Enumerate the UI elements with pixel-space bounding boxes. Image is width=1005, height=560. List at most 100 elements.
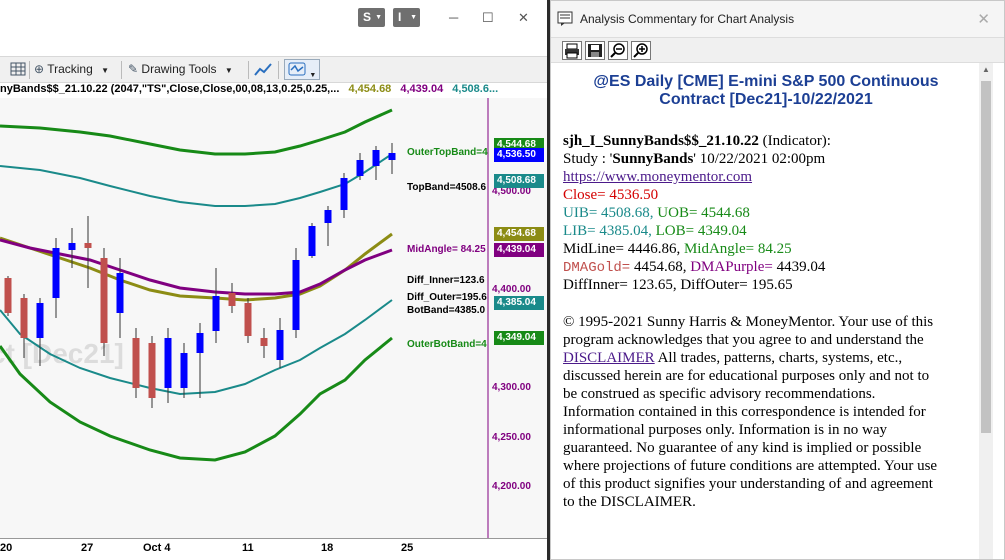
chevron-down-icon: ▼ <box>101 66 110 75</box>
disclaimer-para-line: © 1995-2021 Sunny Harris & MoneyMentor. … <box>563 314 934 330</box>
diff-outer-label: Diff_Outer=195.6 <box>407 292 487 303</box>
dma-purple-line <box>0 238 393 296</box>
vertical-scrollbar[interactable]: ▲ <box>979 63 993 559</box>
chart-window: S ▼ I ▼ ─ ☐ ✕ ⊕ Tracking ▼ ✎ Drawing Tools… <box>0 8 547 554</box>
study-name: SunnyBands <box>612 151 694 167</box>
outer-top-band-label: OuterTopBand=4 <box>407 147 488 158</box>
candle-body <box>260 338 268 346</box>
price-tag-close: 4,536.50 <box>494 148 544 162</box>
chart-svg: ct [Dec21] OuterTopBand=4 TopBand=4508.6… <box>0 98 531 538</box>
dmagold-label: DMAGold= <box>563 260 631 276</box>
date-tick: 11 <box>242 542 254 554</box>
date-tick: 18 <box>321 542 334 554</box>
zoom-out-icon[interactable] <box>608 41 628 60</box>
disclaimer-para-line: guaranteed. No guarantee of any kind is … <box>563 440 922 456</box>
lower-bands-line: LIB= 4385.04, LOB= 4349.04 <box>563 223 747 240</box>
price-tick: 4,250.00 <box>492 432 531 443</box>
study-suffix: ' 10/22/2021 02:00pm <box>693 151 826 167</box>
website-link[interactable]: https://www.moneymentor.com <box>563 169 753 185</box>
toolbar-divider <box>248 61 249 79</box>
chevron-down-icon: ▼ <box>309 72 317 79</box>
top-band-value: 4,508.6... <box>452 83 499 95</box>
print-icon[interactable] <box>562 41 582 60</box>
drawing-tools-label: Drawing Tools <box>141 62 217 76</box>
diff-line: DiffInner= 123.65, DiffOuter= 195.65 <box>563 277 793 293</box>
candle-body <box>308 226 316 256</box>
dma-purple-value: 4,439.04 <box>400 83 444 95</box>
indicator-suffix: (Indicator): <box>758 133 831 149</box>
grid-icon[interactable] <box>10 62 26 79</box>
price-tag-outer-bot: 4,349.04 <box>494 331 544 345</box>
candle-body <box>244 303 252 336</box>
commentary-toolbar <box>551 37 1004 63</box>
candle-body <box>4 278 12 313</box>
commentary-window-icon <box>557 11 573 29</box>
candle-body <box>276 330 284 360</box>
dmagold-value: 4454.68, <box>630 259 687 275</box>
midline-line: MidLine= 4446.86, MidAngle= 84.25 <box>563 241 792 258</box>
outer-bot-band-label: OuterBotBand=4 <box>407 339 487 350</box>
pencil-icon: ✎ <box>128 62 139 76</box>
date-tick: 25 <box>401 542 414 554</box>
mid-angle-label: MidAngle= 84.25 <box>407 244 486 255</box>
uob-value: UOB= 4544.68 <box>653 205 750 221</box>
uib-value: UIB= 4508.68, <box>563 205 654 221</box>
toolbar-divider <box>278 61 279 79</box>
study-line: Study : 'SunnyBands' 10/22/2021 02:00pm <box>563 151 825 168</box>
indicator-line: sjh_I_SunnyBands$$_21.10.22 (Indicator): <box>563 133 831 150</box>
indicator-name: sjh_I_SunnyBands$$_21.10.22 <box>563 133 759 149</box>
candle-body <box>340 178 348 210</box>
disclaimer-para-line: informational purposes only. Information… <box>563 422 887 438</box>
disclaimer-para-line: Information contained in this correspond… <box>563 404 926 420</box>
price-tag-top-band: 4,508.68 <box>494 174 544 188</box>
crosshair-icon: ⊕ <box>34 62 45 76</box>
close-button[interactable]: ✕ <box>518 10 529 25</box>
candle-body <box>100 258 108 343</box>
commentary-titlebar: Analysis Commentary for Chart Analysis ✕ <box>551 1 1004 37</box>
drawing-tools-button[interactable]: ✎ Drawing Tools ▼ <box>128 62 233 76</box>
disclaimer-text: All trades, patterns, charts, systems, e… <box>654 350 903 366</box>
tracking-label: Tracking <box>47 62 93 76</box>
date-tick: 27 <box>81 542 94 554</box>
tracking-button[interactable]: ⊕ Tracking ▼ <box>34 62 109 76</box>
price-tag-dma-gold: 4,454.68 <box>494 227 544 241</box>
window-splitter[interactable] <box>547 0 550 560</box>
lob-value: LOB= 4349.04 <box>651 223 747 239</box>
chart-watermark: ct [Dec21] <box>0 338 124 369</box>
disclaimer-para-line: be construed as specific advisory recomm… <box>563 386 876 402</box>
maximize-button[interactable]: ☐ <box>482 10 494 25</box>
chevron-down-icon: ▼ <box>410 14 417 21</box>
study-info-line: nyBands$$_21.10.22 (2047,"TS",Close,Clos… <box>0 83 547 98</box>
s-button[interactable]: S ▼ <box>358 8 385 27</box>
study-name-text: nyBands$$_21.10.22 (2047,"TS",Close,Clos… <box>0 83 340 95</box>
trendline-icon[interactable] <box>254 61 272 80</box>
disclaimer-para-line: discussed herein are for educational pur… <box>563 368 930 384</box>
disclaimer-para-line: where projections of future conditions a… <box>563 458 938 474</box>
minimize-button[interactable]: ─ <box>449 10 459 25</box>
scroll-up-icon[interactable]: ▲ <box>982 65 990 74</box>
price-tag-bot-band: 4,385.04 <box>494 296 544 310</box>
commentary-window: Analysis Commentary for Chart Analysis ✕… <box>550 0 1005 560</box>
price-tick: 4,400.00 <box>492 284 531 295</box>
bot-band-label: BotBand=4385.0 <box>407 305 486 316</box>
price-tick: 4,200.00 <box>492 481 531 492</box>
disclaimer-para-line: DISCLAIMER All trades, patterns, charts,… <box>563 350 902 367</box>
save-icon[interactable] <box>585 41 605 60</box>
candle-body <box>324 210 332 223</box>
candle-body <box>212 296 220 331</box>
close-button[interactable]: ✕ <box>977 11 990 28</box>
disclaimer-para-line: to the DISCLAIMER. <box>563 494 696 510</box>
candlesticks <box>4 143 396 408</box>
candle-body <box>116 273 124 313</box>
commentary-document: @ES Daily [CME] E-mini S&P 500 Continuou… <box>551 63 979 559</box>
indicator-icon[interactable]: ▼ <box>284 59 321 80</box>
candle-body <box>196 333 204 353</box>
i-button[interactable]: I ▼ <box>393 8 420 27</box>
dmapurple-label: DMAPurple= <box>686 259 773 275</box>
price-chart[interactable]: ct [Dec21] OuterTopBand=4 TopBand=4508.6… <box>0 98 547 538</box>
scrollbar-thumb[interactable] <box>981 81 991 433</box>
disclaimer-link[interactable]: DISCLAIMER <box>563 350 655 366</box>
zoom-in-icon[interactable] <box>631 41 651 60</box>
candle-body <box>372 150 380 166</box>
top-band-line <box>0 153 393 207</box>
